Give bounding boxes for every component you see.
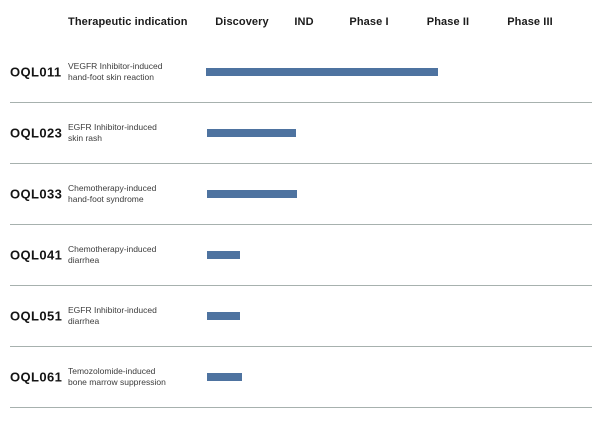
indication-text: Chemotherapy-induced diarrhea (68, 244, 157, 265)
program-code: OQL033 (10, 186, 63, 202)
indication-text: EGFR Inhibitor-induced skin rash (68, 122, 157, 143)
phase-progress-bar (207, 312, 240, 320)
phase-header-phase-iii: Phase III (507, 16, 553, 28)
phase-progress-bar (207, 190, 297, 198)
phase-progress-bar (207, 251, 240, 259)
phase-progress-bar (207, 373, 242, 381)
phase-progress-bar (206, 68, 438, 76)
program-code: OQL061 (10, 369, 63, 385)
pipeline-row: OQL061 Temozolomide-induced bone marrow … (10, 347, 592, 408)
program-code: OQL041 (10, 247, 63, 263)
therapeutic-indication-header: Therapeutic indication (68, 16, 188, 28)
pipeline-rows: OQL011 VEGFR Inhibitor-induced hand-foot… (10, 42, 592, 408)
indication-text: Chemotherapy-induced hand-foot syndrome (68, 183, 157, 204)
program-code: OQL011 (10, 64, 62, 80)
indication-text: Temozolomide-induced bone marrow suppres… (68, 366, 166, 387)
pipeline-row: OQL023 EGFR Inhibitor-induced skin rash (10, 103, 592, 164)
program-code: OQL023 (10, 125, 63, 141)
phase-header-discovery: Discovery (215, 16, 269, 28)
pipeline-row: OQL033 Chemotherapy-induced hand-foot sy… (10, 164, 592, 225)
program-code: OQL051 (10, 308, 63, 324)
pipeline-row: OQL041 Chemotherapy-induced diarrhea (10, 225, 592, 286)
phase-header-phase-i: Phase I (349, 16, 389, 28)
phase-header-ind: IND (294, 16, 314, 28)
pipeline-row: OQL051 EGFR Inhibitor-induced diarrhea (10, 286, 592, 347)
column-headers: Therapeutic indication Discovery IND Phase… (0, 14, 600, 42)
pipeline-row: OQL011 VEGFR Inhibitor-induced hand-foot… (10, 42, 592, 103)
indication-text: EGFR Inhibitor-induced diarrhea (68, 305, 157, 326)
phase-header-phase-ii: Phase II (426, 16, 470, 28)
indication-text: VEGFR Inhibitor-induced hand-foot skin r… (68, 61, 163, 82)
phase-progress-bar (207, 129, 296, 137)
